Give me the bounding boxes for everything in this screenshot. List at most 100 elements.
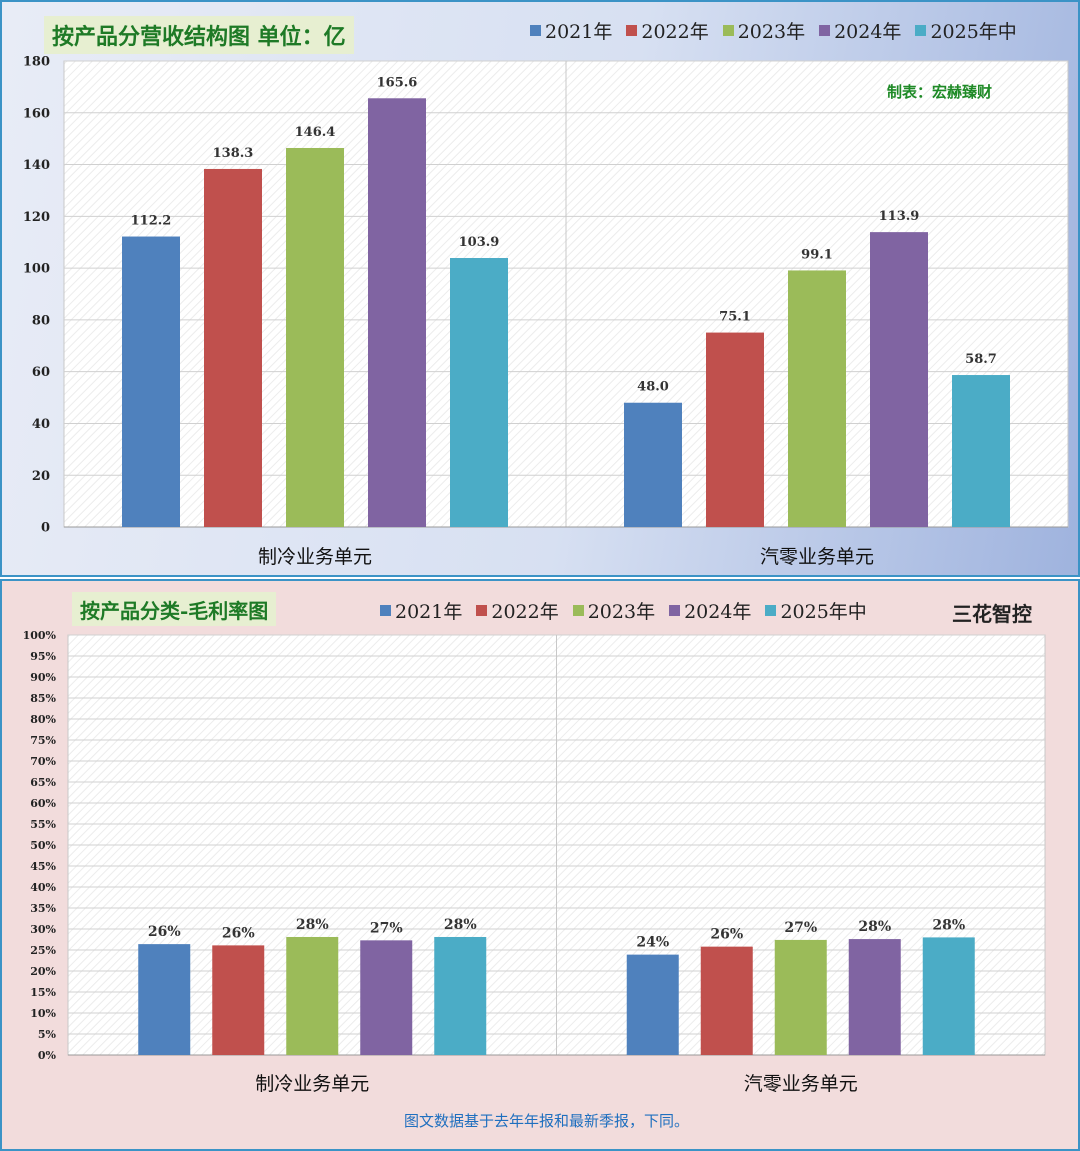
y-tick-label: 85% xyxy=(30,692,56,705)
y-tick-label: 60% xyxy=(30,797,56,810)
legend-swatch xyxy=(476,605,488,616)
legend-item: 2024年 xyxy=(819,17,901,44)
data-label: 58.7 xyxy=(965,352,997,367)
legend-item: 2023年 xyxy=(572,597,656,624)
legend-swatch xyxy=(669,605,681,616)
legend-item: 2022年 xyxy=(476,597,559,624)
margin-chart-title: 按产品分类-毛利率图 xyxy=(72,592,277,626)
legend-label: 2021年 xyxy=(545,21,613,43)
legend-swatch xyxy=(722,25,734,36)
data-label: 138.3 xyxy=(213,146,254,161)
chart-credit: 制表：宏赫臻财 xyxy=(887,83,993,101)
legend-swatch xyxy=(626,25,638,36)
y-tick-label: 10% xyxy=(30,1007,56,1020)
legend-swatch xyxy=(380,605,391,616)
legend-label: 2025年中 xyxy=(930,21,1017,43)
legend-item: 2025年中 xyxy=(915,17,1017,44)
y-tick-label: 20 xyxy=(32,469,50,484)
y-tick-label: 50% xyxy=(30,839,56,852)
y-tick-label: 30% xyxy=(30,923,56,936)
legend-item: 2023年 xyxy=(722,17,806,44)
bar xyxy=(848,939,901,1055)
bar xyxy=(952,375,1010,527)
data-label: 112.2 xyxy=(131,214,172,229)
bar xyxy=(626,954,679,1055)
bar xyxy=(138,944,191,1055)
category-label: 汽零业务单元 xyxy=(760,546,874,568)
bar xyxy=(450,258,508,527)
bar xyxy=(122,236,180,527)
legend-swatch xyxy=(572,605,584,616)
legend-label: 2022年 xyxy=(641,21,709,43)
y-tick-label: 100% xyxy=(23,629,57,642)
data-label: 28% xyxy=(932,917,965,933)
y-tick-label: 75% xyxy=(30,734,56,747)
y-tick-label: 180 xyxy=(23,55,50,70)
y-tick-label: 15% xyxy=(30,986,56,999)
revenue-chart-legend: 2021年 2022年 2023年 2024年 2025年中 xyxy=(530,17,1017,44)
bar xyxy=(368,98,426,527)
bar xyxy=(360,940,413,1055)
data-label: 28% xyxy=(296,917,329,933)
legend-item: 2025年中 xyxy=(765,597,867,624)
bar xyxy=(624,402,682,527)
data-label: 103.9 xyxy=(459,235,500,250)
y-tick-label: 0% xyxy=(38,1049,57,1062)
y-tick-label: 80% xyxy=(30,713,56,726)
legend-label: 2024年 xyxy=(834,21,902,43)
y-tick-label: 65% xyxy=(30,776,56,789)
data-label: 75.1 xyxy=(719,310,751,325)
legend-label: 2023年 xyxy=(737,21,806,43)
bar xyxy=(774,939,827,1055)
legend-swatch xyxy=(915,25,927,36)
legend-item: 2022年 xyxy=(626,17,709,44)
y-tick-label: 40% xyxy=(30,881,56,894)
y-tick-label: 25% xyxy=(30,944,56,957)
legend-swatch xyxy=(819,25,831,36)
y-tick-label: 60 xyxy=(32,365,50,380)
legend-label: 2023年 xyxy=(587,601,656,623)
y-tick-label: 20% xyxy=(30,965,56,978)
bar xyxy=(286,147,344,527)
y-tick-label: 40 xyxy=(32,417,50,432)
y-tick-label: 95% xyxy=(30,650,56,663)
data-label: 165.6 xyxy=(377,75,418,90)
data-label: 26% xyxy=(148,924,181,940)
margin-chart-legend: 2021年 2022年 2023年 2024年 2025年中 xyxy=(380,597,867,624)
y-tick-label: 35% xyxy=(30,902,56,915)
bar xyxy=(788,270,846,527)
data-label: 26% xyxy=(710,927,743,943)
legend-label: 2025年中 xyxy=(780,601,867,623)
legend-label: 2024年 xyxy=(684,601,752,623)
data-label: 28% xyxy=(444,917,477,933)
data-label: 113.9 xyxy=(879,209,920,224)
bar xyxy=(922,937,975,1055)
revenue-chart-title: 按产品分营收结构图 单位：亿 xyxy=(44,16,354,54)
data-label: 24% xyxy=(636,935,669,951)
category-label: 制冷业务单元 xyxy=(258,546,372,568)
legend-label: 2021年 xyxy=(395,601,463,623)
y-tick-label: 140 xyxy=(23,158,50,173)
data-source-note: 图文数据基于去年年报和最新季报，下同。 xyxy=(404,1112,690,1130)
legend-swatch xyxy=(765,605,777,616)
data-label: 99.1 xyxy=(801,247,833,262)
y-tick-label: 90% xyxy=(30,671,56,684)
bar xyxy=(700,946,753,1055)
y-tick-label: 70% xyxy=(30,755,56,768)
bar xyxy=(212,945,265,1055)
data-label: 27% xyxy=(370,920,403,936)
data-label: 26% xyxy=(222,925,255,941)
y-tick-label: 0 xyxy=(41,521,50,536)
bar xyxy=(434,936,487,1055)
y-tick-label: 55% xyxy=(30,818,56,831)
y-tick-label: 160 xyxy=(23,106,50,121)
revenue-chart-plot: 0 20 40 60 80 100 120 140 160 180 112.2 138.3 146.4 1… xyxy=(23,55,1069,568)
bar xyxy=(706,332,764,527)
legend-swatch xyxy=(530,25,541,36)
y-tick-label: 5% xyxy=(38,1028,57,1041)
legend-item: 2021年 xyxy=(530,17,612,44)
y-tick-label: 120 xyxy=(23,210,50,225)
data-label: 28% xyxy=(858,919,891,935)
company-name: 三花智控 xyxy=(952,602,1032,626)
